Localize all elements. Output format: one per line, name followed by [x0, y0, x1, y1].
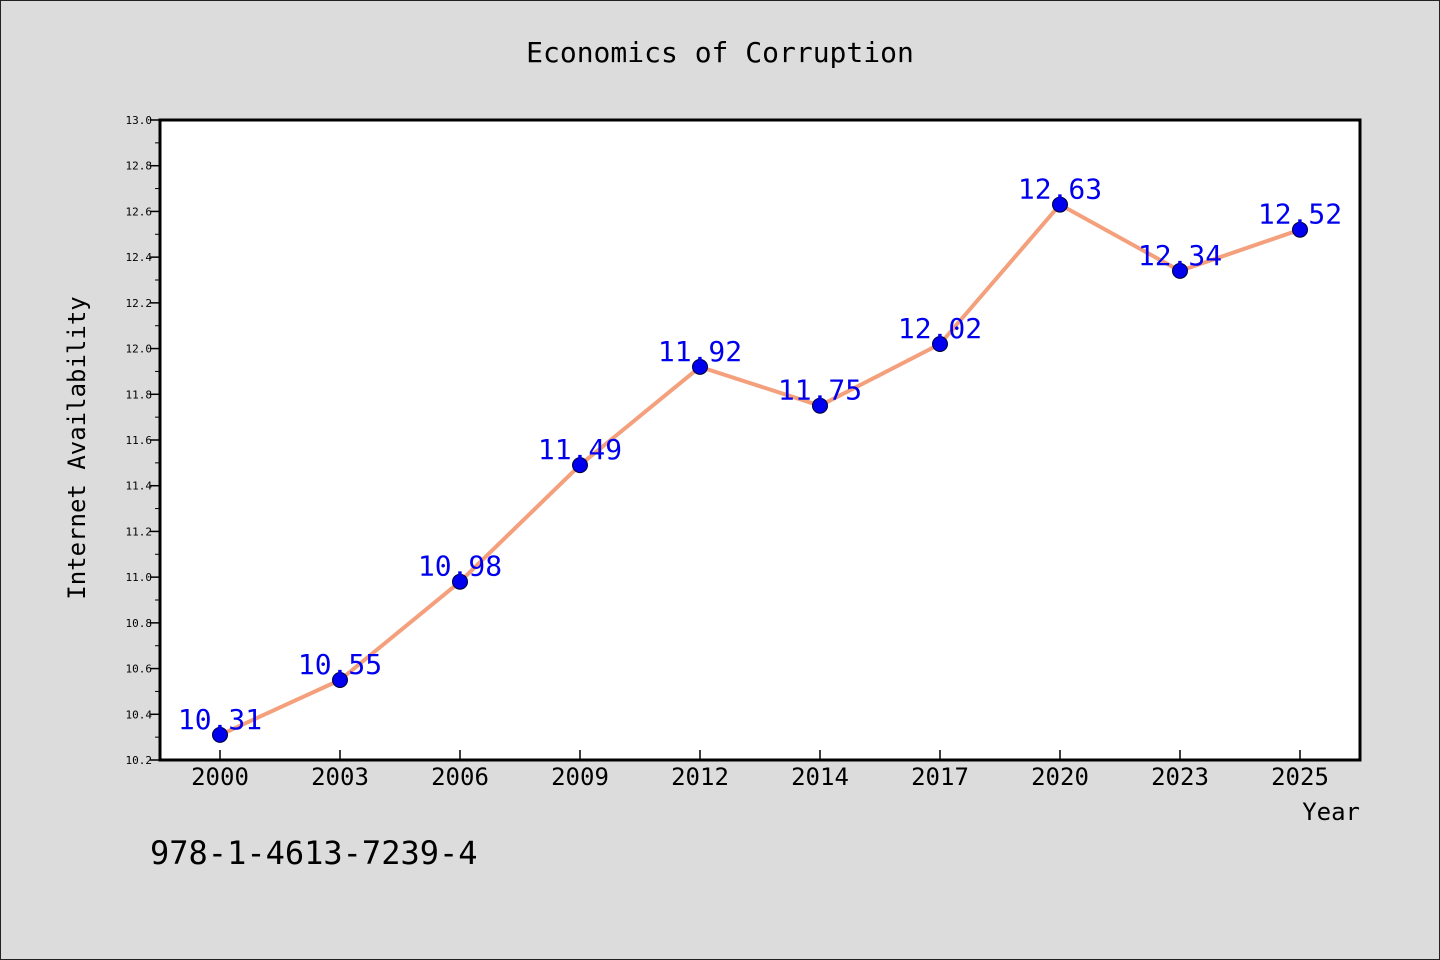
- chart-title: Economics of Corruption: [526, 36, 914, 69]
- y-tick-label: 12.2: [126, 297, 153, 310]
- x-axis: 2000 2003 2006 2009 2012 2014 2017 2020 2023 2025: [191, 750, 1329, 791]
- data-point: [1172, 262, 1188, 279]
- x-tick-label: 2014: [791, 763, 849, 791]
- series-markers: [212, 196, 1308, 743]
- x-tick-label: 2025: [1271, 763, 1329, 791]
- data-point: [572, 457, 588, 474]
- data-point: [1292, 221, 1308, 238]
- x-tick-label: 2006: [431, 763, 489, 791]
- data-label: 12.63: [1018, 173, 1102, 206]
- y-tick-label: 10.2: [126, 754, 153, 767]
- y-tick-label: 11.2: [126, 525, 153, 538]
- data-point: [332, 672, 348, 688]
- x-tick-label: 2003: [311, 763, 369, 791]
- x-tick-label: 2017: [911, 763, 969, 791]
- x-tick-label: 2020: [1031, 763, 1089, 791]
- data-point: [212, 726, 228, 743]
- x-tick-label: 2012: [671, 763, 729, 791]
- isbn-annotation: 978-1-4613-7239-4: [150, 834, 478, 872]
- y-tick-label: 10.8: [126, 617, 153, 630]
- series-line: [218, 202, 1302, 737]
- data-label: 11.75: [778, 374, 862, 407]
- y-tick-label: 11.0: [126, 571, 153, 584]
- data-label: 12.52: [1258, 198, 1342, 231]
- x-tick-label: 2023: [1151, 763, 1209, 791]
- data-point: [1052, 196, 1068, 213]
- data-label: 10.55: [298, 648, 382, 681]
- data-label: 10.98: [418, 550, 502, 583]
- x-tick-label: 2009: [551, 763, 609, 791]
- y-axis-label: Internet Availability: [63, 296, 91, 599]
- x-axis-label: Year: [1302, 798, 1360, 826]
- data-point: [812, 397, 828, 414]
- y-tick-label: 12.4: [126, 251, 153, 264]
- data-label: 11.49: [538, 433, 622, 466]
- data-label: 11.92: [658, 335, 742, 368]
- data-label: 12.02: [898, 312, 982, 345]
- data-point: [452, 573, 468, 590]
- y-tick-label: 12.6: [126, 205, 153, 218]
- y-tick-label: 13.0: [126, 114, 153, 127]
- data-point: [932, 336, 948, 352]
- data-label: 12.34: [1138, 239, 1222, 272]
- plot-area: [158, 118, 1362, 762]
- y-tick-label: 10.4: [126, 708, 153, 721]
- y-tick-label: 12.0: [126, 343, 153, 356]
- y-axis: 10.2 10.4 10.6 10.8 11.0 11.2 11.4 11.6 11.8 12.0…: [126, 114, 160, 767]
- y-tick-label: 11.4: [126, 480, 153, 493]
- y-tick-label: 12.8: [126, 160, 153, 173]
- data-point: [692, 358, 708, 375]
- data-label: 10.31: [178, 703, 262, 736]
- data-labels: 10.31 10.55 10.98 11.49 11.92 11.75 12.02 12.63…: [178, 173, 1342, 736]
- y-tick-label: 11.8: [126, 388, 153, 401]
- y-tick-label: 10.6: [126, 663, 153, 676]
- y-tick-label: 11.6: [126, 434, 153, 447]
- x-tick-label: 2000: [191, 763, 249, 791]
